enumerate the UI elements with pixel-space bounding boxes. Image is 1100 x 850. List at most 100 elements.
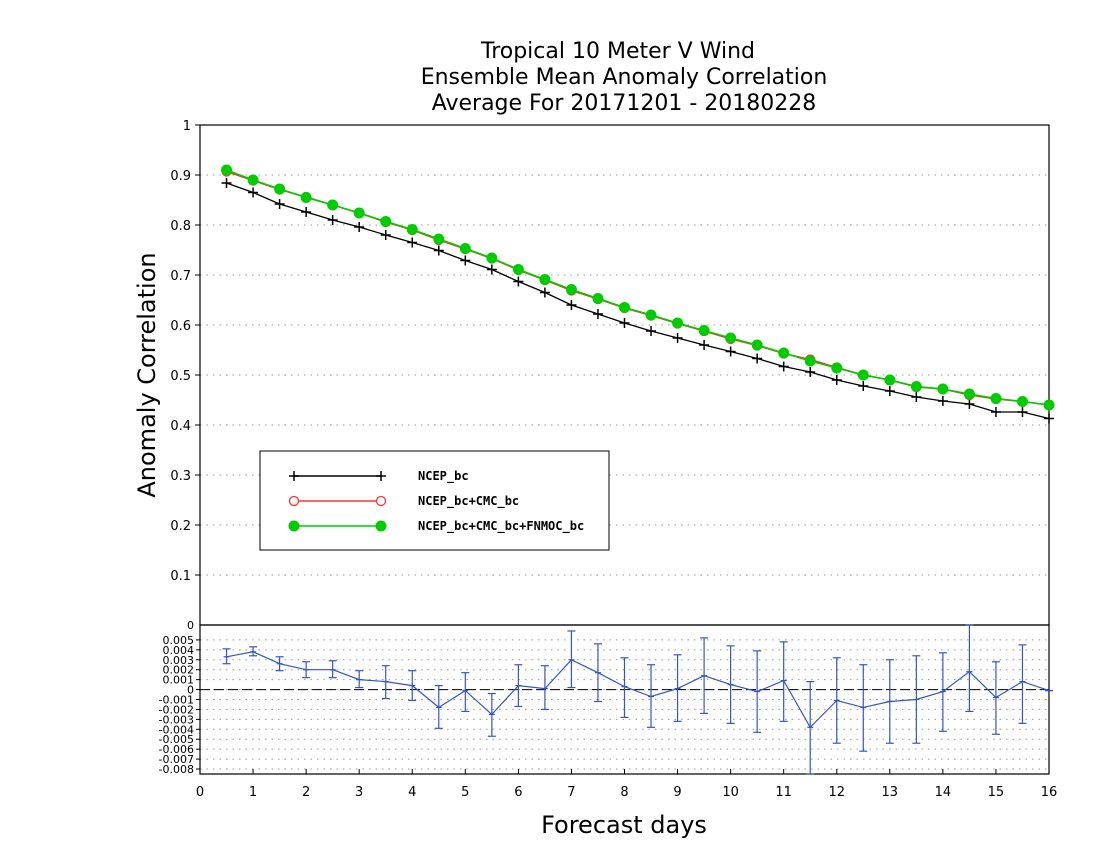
error-bar (753, 650, 762, 733)
error-bar (275, 656, 284, 672)
error-bar (620, 657, 629, 718)
error-bar (567, 630, 576, 689)
x-tick-label: 4 (408, 785, 416, 800)
legend-marker (289, 471, 299, 481)
data-point-NCEP_bc+CMC_bc+FNMOC_bc (327, 199, 339, 211)
y-tick-label: 0.4 (170, 419, 191, 434)
x-tick-label: 15 (988, 785, 1005, 800)
error-bar (779, 641, 788, 722)
data-point-NCEP_bc (911, 392, 922, 402)
legend-item: NCEP_bc (289, 469, 469, 484)
data-point-NCEP_bc (937, 396, 948, 406)
error-bar (487, 692, 496, 737)
error-bar (832, 657, 841, 744)
legend-label: NCEP_bc+CMC_bc (418, 494, 519, 509)
x-tick-label: 6 (514, 785, 522, 800)
difference-line (226, 651, 1050, 729)
error-bar (885, 659, 894, 744)
data-point-NCEP_bc (646, 326, 657, 336)
data-point-NCEP_bc+CMC_bc+FNMOC_bc (274, 183, 286, 195)
data-point-NCEP_bc (884, 386, 895, 396)
error-bar (726, 645, 735, 724)
data-point-NCEP_bc (327, 215, 338, 225)
data-point-NCEP_bc+CMC_bc+FNMOC_bc (698, 325, 710, 336)
data-point-NCEP_bc+CMC_bc+FNMOC_bc (565, 284, 577, 295)
lower-y-tick-label: 0.003 (163, 654, 195, 667)
data-point-NCEP_bc+CMC_bc+FNMOC_bc (751, 339, 763, 351)
data-point-NCEP_bc+CMC_bc+FNMOC_bc (910, 381, 922, 392)
error-bar (1018, 644, 1027, 724)
data-point-NCEP_bc+CMC_bc+FNMOC_bc (512, 264, 524, 275)
data-point-NCEP_bc+CMC_bc+FNMOC_bc (486, 252, 498, 264)
data-point-NCEP_bc+CMC_bc+FNMOC_bc (539, 274, 551, 285)
legend: NCEP_bc NCEP_bc+CMC_bc NCEP_bc+CMC_bc+FNMO… (259, 450, 610, 551)
x-tick-label: 2 (302, 785, 310, 800)
data-point-NCEP_bc+CMC_bc+FNMOC_bc (672, 317, 684, 329)
y-tick-label: 0.7 (170, 269, 191, 284)
data-point-NCEP_bc+CMC_bc+FNMOC_bc (300, 192, 312, 203)
data-point-NCEP_bc+CMC_bc+FNMOC_bc (433, 233, 445, 245)
data-point-NCEP_bc (672, 333, 683, 343)
legend-marker (288, 520, 300, 532)
error-bar (859, 664, 868, 752)
chart-title-line-3: Average For 20171201 - 20180228 (432, 91, 817, 116)
legend-item: NCEP_bc+CMC_bc+FNMOC_bc (288, 519, 584, 534)
lower-y-tick-label: 0.002 (163, 664, 195, 677)
lower-plot: 0.0050.0040.0030.0020.0010-0.001-0.002-0… (159, 619, 1058, 839)
data-point-NCEP_bc (752, 353, 763, 364)
x-tick-label: 9 (673, 785, 681, 800)
x-tick-label: 5 (461, 785, 469, 800)
legend-marker (376, 471, 386, 481)
data-point-NCEP_bc (513, 276, 524, 287)
chart-title-line-1: Tropical 10 Meter V Wind (480, 39, 755, 64)
data-point-NCEP_bc (1017, 407, 1028, 417)
x-tick-label: 8 (620, 785, 628, 800)
data-point-NCEP_bc+CMC_bc+FNMOC_bc (778, 347, 790, 359)
x-tick-label: 3 (355, 785, 363, 800)
error-bar (302, 661, 311, 679)
data-point-NCEP_bc (460, 255, 471, 266)
chart-title: Tropical 10 Meter V Wind Ensemble Mean A… (421, 39, 828, 116)
data-point-NCEP_bc+CMC_bc+FNMOC_bc (619, 302, 630, 313)
x-tick-label: 7 (567, 785, 575, 800)
x-tick-label: 12 (828, 785, 845, 800)
data-point-NCEP_bc (380, 230, 391, 240)
y-axis-title: Anomaly Correlation (133, 252, 161, 497)
lower-y-tick-label: -0.001 (159, 694, 194, 707)
error-bar (912, 655, 921, 744)
data-point-NCEP_bc (805, 367, 816, 377)
error-bar (700, 637, 709, 715)
data-point-NCEP_bc (990, 407, 1001, 417)
x-tick-label: 11 (775, 785, 792, 800)
data-point-NCEP_bc (619, 318, 630, 328)
upper-plot: 0.1 0.2 0.3 0.4 0.5 0.6 0.7 0.8 0.9 1 Anomaly Cor… (133, 119, 1055, 626)
legend-label: NCEP_bc+CMC_bc+FNMOC_bc (418, 519, 584, 534)
data-point-NCEP_bc+CMC_bc+FNMOC_bc (1043, 399, 1055, 411)
series-line-NCEP_bc (226, 182, 1050, 420)
data-point-NCEP_bc (248, 187, 259, 198)
chart-title-line-2: Ensemble Mean Anomaly Correlation (421, 65, 828, 90)
error-bar (540, 665, 549, 711)
data-point-NCEP_bc (592, 309, 603, 319)
lower-y-tick-label: 0.005 (163, 634, 195, 647)
x-tick-label: 10 (722, 785, 739, 800)
error-bar (408, 670, 417, 702)
data-point-NCEP_bc (1044, 413, 1054, 424)
x-tick-label: 16 (1041, 785, 1058, 800)
lower-y-tick-label: -0.004 (159, 723, 194, 736)
y-tick-label: 0.2 (170, 519, 191, 534)
lower-y-tick-label: 0.001 (163, 674, 195, 687)
x-axis-title: Forecast days (541, 811, 707, 839)
data-point-NCEP_bc+CMC_bc+FNMOC_bc (990, 393, 1002, 404)
lower-y-tick-label: 0.004 (163, 644, 195, 657)
data-point-NCEP_bc+CMC_bc+FNMOC_bc (963, 388, 975, 400)
y-tick-label: 1 (183, 119, 191, 134)
data-point-NCEP_bc+CMC_bc+FNMOC_bc (857, 369, 869, 381)
lower-y-tick-label: -0.007 (159, 753, 194, 766)
data-point-NCEP_bc+CMC_bc+FNMOC_bc (804, 355, 816, 367)
data-point-NCEP_bc+CMC_bc+FNMOC_bc (459, 243, 471, 254)
legend-marker (375, 495, 387, 507)
data-point-NCEP_bc+CMC_bc+FNMOC_bc (1016, 396, 1028, 407)
data-point-NCEP_bc (699, 340, 710, 350)
data-point-NCEP_bc (301, 207, 312, 217)
